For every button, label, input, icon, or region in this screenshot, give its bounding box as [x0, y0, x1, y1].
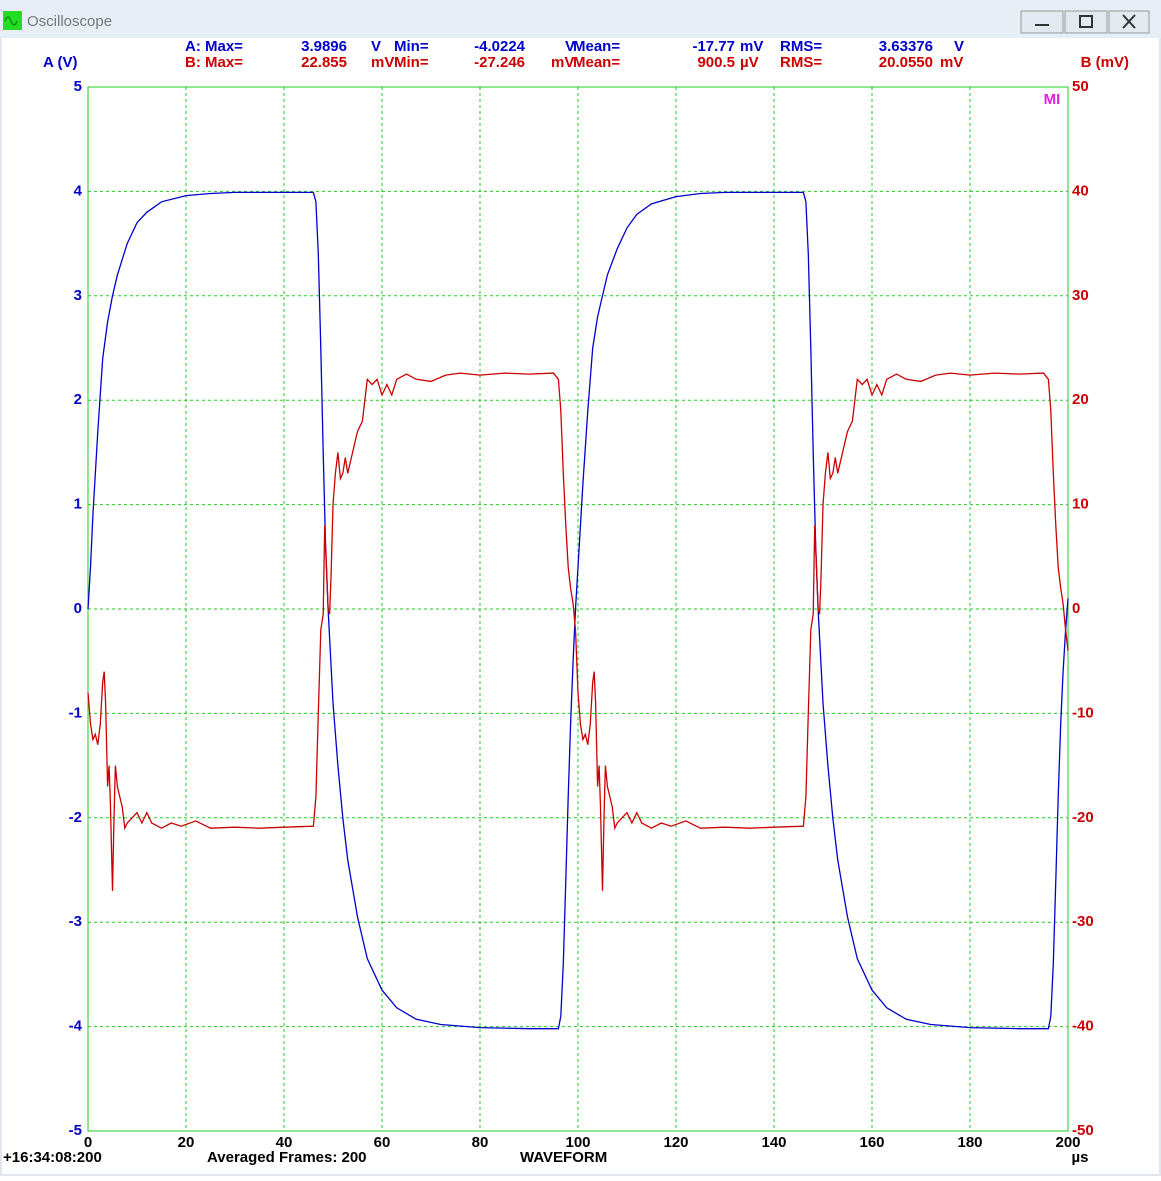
stat-text: V — [954, 38, 964, 55]
y-tick-label: 2 — [74, 391, 82, 408]
timestamp: +16:34:08:200 — [3, 1149, 102, 1166]
y2-tick-label: 0 — [1072, 600, 1080, 617]
app-icon-wave — [4, 16, 18, 26]
window-title: Oscilloscope — [27, 13, 112, 30]
x-axis-label: µs — [1072, 1149, 1089, 1166]
x-tick-label: 140 — [761, 1134, 786, 1151]
stat-text: Mean= — [573, 54, 620, 71]
mode: WAVEFORM — [520, 1149, 607, 1166]
stat-text: RMS= — [780, 38, 822, 55]
x-tick-label: 20 — [178, 1134, 195, 1151]
maximize-icon — [1079, 15, 1093, 28]
y-axis-label: A (V) — [43, 54, 77, 71]
stat-text: mV — [551, 54, 574, 71]
stat-text: B: Max= — [185, 54, 243, 71]
frames: Averaged Frames: 200 — [207, 1149, 367, 1166]
y2-tick-label: 50 — [1072, 78, 1089, 95]
client-area — [2, 38, 1159, 1174]
stat-text: -17.77 — [692, 38, 735, 55]
close-icon — [1122, 14, 1136, 29]
window-buttons[interactable] — [1020, 10, 1150, 34]
y-tick-label: 0 — [74, 600, 82, 617]
x-tick-label: 100 — [565, 1134, 590, 1151]
x-tick-label: 200 — [1055, 1134, 1080, 1151]
stat-text: 900.5 — [697, 54, 735, 71]
y-tick-label: -4 — [69, 1018, 83, 1035]
series-line — [87, 191, 1069, 1030]
y-tick-label: -2 — [69, 809, 82, 826]
y2-tick-label: -30 — [1072, 913, 1094, 930]
minimize-button[interactable] — [1020, 10, 1064, 34]
stat-text: mV — [940, 54, 963, 71]
stat-text: 3.9896 — [301, 38, 347, 55]
stat-text: 20.0550 — [879, 54, 933, 71]
stat-text: -4.0224 — [474, 38, 526, 55]
maximize-button[interactable] — [1064, 10, 1108, 34]
x-tick-label: 0 — [84, 1134, 92, 1151]
y-tick-label: 1 — [74, 496, 82, 513]
y2-tick-label: 20 — [1072, 391, 1089, 408]
stat-text: mV — [740, 38, 763, 55]
stat-text: 3.63376 — [879, 38, 933, 55]
stat-text: V — [371, 38, 381, 55]
y2-tick-label: -50 — [1072, 1122, 1094, 1139]
y2-tick-label: -40 — [1072, 1018, 1094, 1035]
stat-text: Mean= — [573, 38, 620, 55]
y2-tick-label: 10 — [1072, 496, 1089, 513]
title-bar — [0, 0, 1161, 38]
x-tick-label: 80 — [472, 1134, 489, 1151]
x-tick-label: 60 — [374, 1134, 391, 1151]
x-tick-label: 180 — [957, 1134, 982, 1151]
stat-text: Min= — [394, 38, 429, 55]
x-tick-label: 120 — [663, 1134, 688, 1151]
y-tick-label: 5 — [74, 78, 82, 95]
stat-text: RMS= — [780, 54, 822, 71]
app-icon — [3, 11, 22, 30]
y2-tick-label: 40 — [1072, 182, 1089, 199]
stat-text: µV — [740, 54, 759, 71]
stat-text: mV — [371, 54, 394, 71]
y2-tick-label: -20 — [1072, 809, 1094, 826]
marker-label: MI — [1044, 91, 1061, 108]
y2-tick-label: 30 — [1072, 287, 1089, 304]
y-tick-label: 4 — [74, 182, 83, 199]
stat-text: 22.855 — [301, 54, 347, 71]
y-tick-label: 3 — [74, 287, 82, 304]
stat-text: Min= — [394, 54, 429, 71]
y2-tick-label: -10 — [1072, 704, 1094, 721]
y-tick-label: -5 — [69, 1122, 82, 1139]
y-tick-label: -3 — [69, 913, 82, 930]
x-tick-label: 160 — [859, 1134, 884, 1151]
series-line — [87, 372, 1069, 891]
stat-text: -27.246 — [474, 54, 525, 71]
stat-text: A: Max= — [185, 38, 243, 55]
stat-text: V — [565, 38, 575, 55]
x-tick-label: 40 — [276, 1134, 293, 1151]
y-tick-label: -1 — [69, 704, 82, 721]
y2-axis-label: B (mV) — [1081, 54, 1129, 71]
